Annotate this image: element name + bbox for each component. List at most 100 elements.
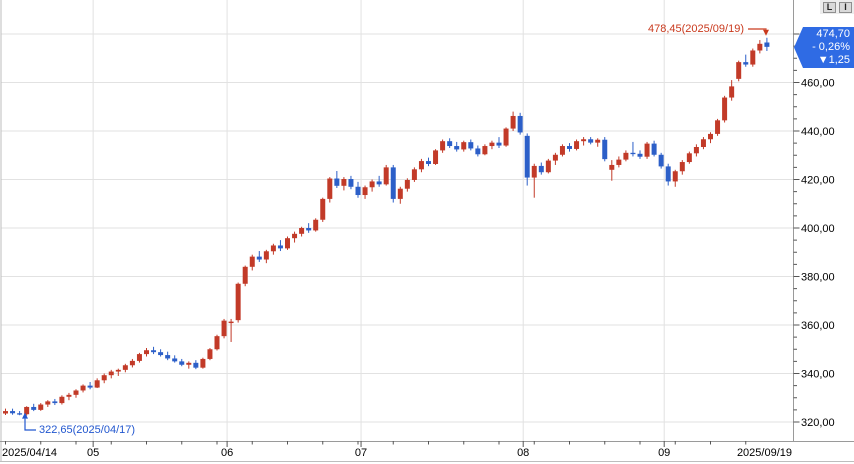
candle-body bbox=[172, 358, 178, 362]
candle-body bbox=[651, 143, 657, 155]
indicator-button[interactable]: I bbox=[839, 1, 852, 13]
candle-body bbox=[729, 86, 735, 98]
y-axis-label: 400,00 bbox=[801, 223, 835, 235]
candle-body bbox=[595, 139, 601, 143]
candle-body bbox=[108, 371, 114, 376]
candle-body bbox=[179, 361, 185, 365]
candle-body bbox=[708, 133, 713, 140]
candle-body bbox=[567, 146, 572, 149]
candle-body bbox=[151, 350, 157, 353]
candle-body bbox=[277, 245, 283, 249]
candle-body bbox=[447, 141, 453, 147]
candle-body bbox=[764, 42, 770, 47]
candle-body bbox=[475, 148, 481, 155]
candle-body bbox=[376, 181, 382, 185]
candle-body bbox=[665, 166, 671, 182]
candle-body bbox=[679, 162, 685, 172]
candle-body bbox=[644, 143, 650, 157]
x-axis-label-end: 2025/09/19 bbox=[737, 447, 792, 459]
candle-body bbox=[320, 198, 326, 220]
candle-body bbox=[242, 266, 248, 284]
candle-body bbox=[440, 141, 446, 151]
candle-body bbox=[411, 169, 417, 180]
candle-body bbox=[397, 188, 403, 199]
candle-body bbox=[418, 161, 424, 170]
candle-body bbox=[87, 385, 93, 388]
candle-body bbox=[285, 238, 290, 249]
candle-body bbox=[517, 115, 523, 133]
candle-body bbox=[369, 181, 375, 188]
candle-body bbox=[115, 369, 121, 372]
candle-body bbox=[574, 141, 580, 149]
candle-body bbox=[144, 350, 149, 355]
candle-body bbox=[616, 159, 622, 165]
candle-body bbox=[383, 167, 389, 185]
x-axis-label: 06 bbox=[221, 447, 233, 459]
candle-body bbox=[136, 354, 142, 361]
candle-body bbox=[426, 161, 431, 164]
candle-body bbox=[200, 358, 206, 368]
candle-body bbox=[404, 179, 410, 189]
candle-body bbox=[433, 150, 439, 164]
candle-body bbox=[52, 401, 58, 404]
candle-body bbox=[602, 139, 608, 160]
candle-body bbox=[588, 139, 594, 143]
candle-body bbox=[263, 251, 269, 260]
candle-body bbox=[538, 165, 544, 173]
candle-body bbox=[94, 380, 100, 388]
candle-body bbox=[334, 178, 340, 186]
high-annotation: 478,45(2025/09/19) bbox=[647, 23, 744, 35]
candle-body bbox=[715, 120, 721, 134]
high-arrow bbox=[748, 28, 767, 30]
candle-body bbox=[552, 154, 558, 161]
candle-body bbox=[45, 401, 51, 405]
y-axis-label: 460,00 bbox=[801, 78, 835, 90]
candle-body bbox=[10, 411, 16, 414]
candle-body bbox=[66, 394, 72, 397]
candle-body bbox=[73, 390, 79, 395]
candle-body bbox=[122, 365, 128, 370]
candle-body bbox=[524, 135, 530, 178]
candle-body bbox=[59, 396, 65, 404]
candle-body bbox=[341, 179, 347, 186]
candle-body bbox=[693, 147, 699, 154]
candle-body bbox=[193, 362, 199, 368]
y-axis-label: 380,00 bbox=[801, 272, 835, 284]
log-scale-button[interactable]: L bbox=[823, 1, 836, 13]
y-axis-label: 320,00 bbox=[801, 417, 835, 429]
candle-body bbox=[235, 283, 241, 321]
candle-body bbox=[461, 142, 467, 150]
candle-body bbox=[496, 142, 502, 146]
y-axis-label: 360,00 bbox=[801, 320, 835, 332]
candle-body bbox=[362, 187, 368, 196]
candle-body bbox=[158, 352, 164, 356]
candle-body bbox=[270, 245, 276, 252]
candle-body bbox=[3, 411, 8, 414]
low-annotation: 322,65(2025/04/17) bbox=[39, 424, 136, 436]
candle-body bbox=[482, 146, 488, 155]
candle-body bbox=[743, 62, 749, 65]
change-percent: - 0,26% bbox=[812, 41, 850, 53]
low-arrow bbox=[24, 418, 36, 431]
candle-body bbox=[545, 160, 551, 173]
candle-body bbox=[24, 406, 30, 415]
candle-body bbox=[623, 152, 629, 160]
high-arrowhead bbox=[763, 29, 769, 36]
candle-body bbox=[348, 179, 354, 187]
candle-body bbox=[630, 152, 636, 155]
candle-body bbox=[221, 320, 227, 337]
candle-body bbox=[722, 97, 728, 121]
candle-body bbox=[292, 233, 298, 239]
x-axis-label-start: 2025/04/14 bbox=[2, 447, 57, 459]
chart-toolbar: L I bbox=[820, 0, 854, 14]
candle-body bbox=[165, 355, 171, 359]
y-axis-label: 440,00 bbox=[801, 126, 835, 138]
candle-body bbox=[757, 43, 763, 51]
candle-body bbox=[306, 228, 312, 231]
candle-body bbox=[489, 142, 495, 147]
candle-body bbox=[299, 228, 305, 234]
candle-body bbox=[327, 178, 333, 199]
change-absolute: ▼1,25 bbox=[817, 54, 850, 66]
